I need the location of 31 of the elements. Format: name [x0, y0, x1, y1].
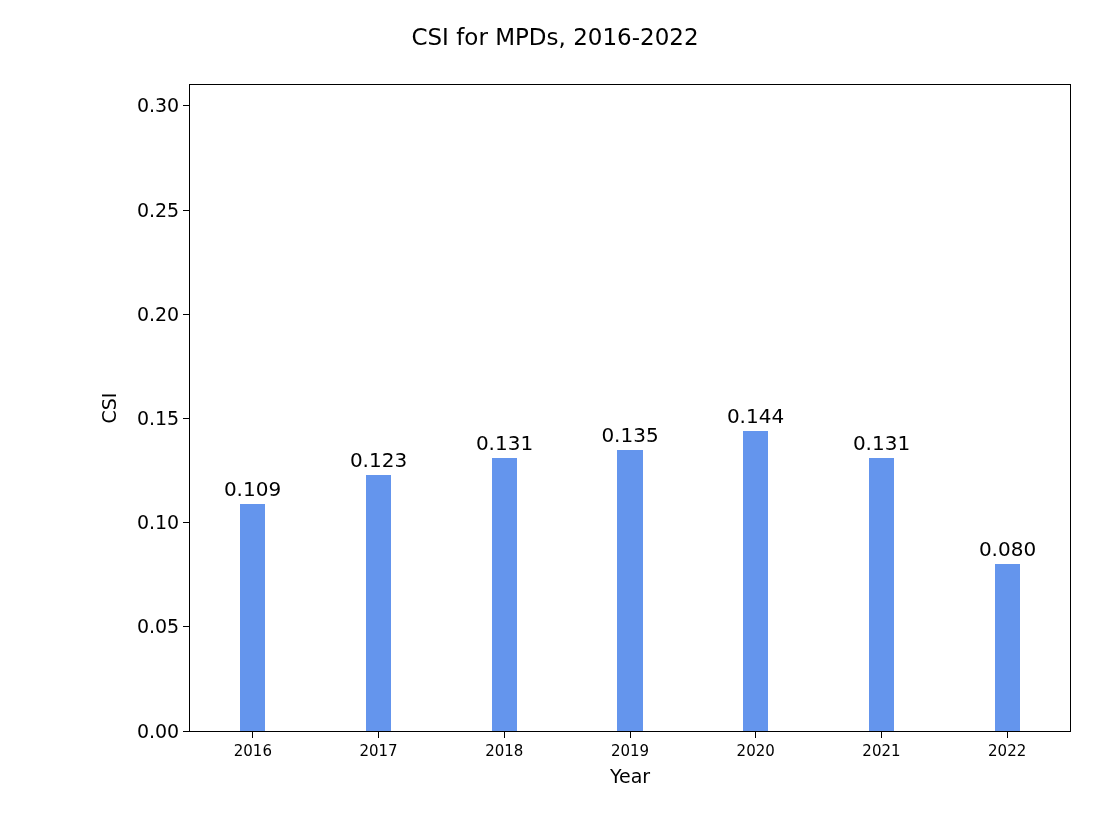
bar	[617, 450, 643, 731]
y-tick-label: 0.10	[136, 511, 180, 534]
data-label: 0.131	[852, 431, 911, 455]
y-tick-label: 0.00	[136, 719, 180, 742]
x-tick-label: 2019	[610, 742, 650, 760]
y-tick-label: 0.30	[136, 94, 180, 117]
bar	[869, 458, 894, 731]
data-label: 0.109	[223, 477, 282, 501]
y-tick-label: 0.05	[136, 615, 180, 638]
bar	[492, 458, 517, 731]
data-label: 0.135	[601, 423, 659, 447]
x-tick-label: 2020	[736, 742, 775, 760]
x-tick-label: 2021	[862, 742, 901, 760]
y-tick-label: 0.25	[136, 198, 180, 221]
data-label: 0.131	[475, 431, 534, 455]
data-label: 0.123	[349, 448, 408, 472]
x-tick-label: 2022	[988, 742, 1027, 760]
data-label: 0.080	[978, 537, 1037, 561]
x-tick-label: 2018	[485, 742, 524, 760]
bar	[366, 475, 391, 731]
y-tick-label: 0.20	[136, 302, 180, 325]
data-label: 0.144	[726, 404, 785, 428]
bar	[995, 564, 1020, 731]
y-axis-title: CSI	[97, 392, 120, 424]
x-axis-title: Year	[608, 764, 651, 787]
y-tick-label: 0.15	[136, 407, 180, 430]
bar	[743, 431, 768, 731]
x-tick-label: 2016	[233, 742, 272, 760]
x-tick-label: 2017	[359, 742, 398, 760]
chart-title: CSI for MPDs, 2016-2022	[411, 24, 699, 51]
bar	[240, 504, 265, 731]
